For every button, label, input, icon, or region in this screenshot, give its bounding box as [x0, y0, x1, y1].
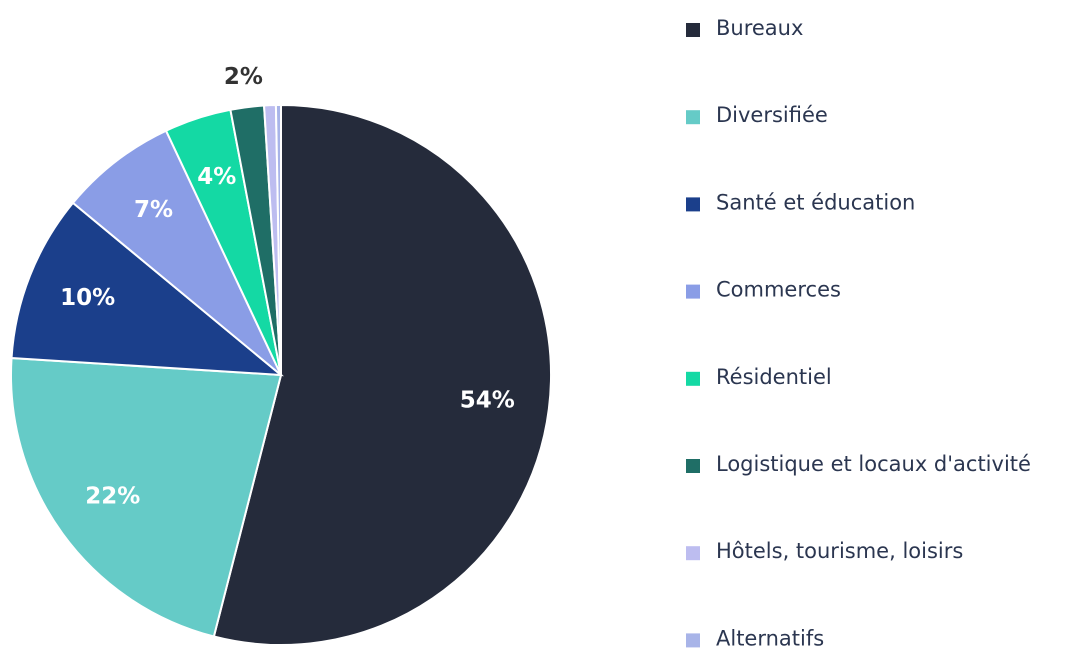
data-label: 2%	[224, 64, 263, 90]
legend-swatch	[686, 284, 700, 299]
pie-slice	[274, 103, 282, 376]
legend-label: Alternatifs	[716, 626, 824, 650]
legend-label: Santé et éducation	[716, 190, 915, 214]
legend-label: Logistique et locaux d'activité	[716, 452, 1031, 476]
data-label: 54%	[460, 388, 515, 414]
legend-swatch	[686, 546, 700, 561]
legend-swatch	[686, 371, 700, 386]
data-label: 22%	[85, 484, 140, 510]
pie-slice	[10, 201, 285, 377]
legend-swatch	[686, 110, 700, 125]
pie-slice	[212, 103, 553, 646]
pie-slice	[71, 129, 282, 376]
legend-swatch	[686, 633, 700, 648]
data-label: 10%	[60, 285, 115, 311]
legend-label: Résidentiel	[716, 365, 832, 389]
legend-swatch	[686, 197, 700, 212]
pie-slice	[10, 356, 283, 638]
data-label: 4%	[197, 164, 236, 190]
legend-label: Diversifiée	[716, 103, 828, 127]
legend-swatch	[686, 459, 700, 473]
legend-swatch	[686, 23, 700, 37]
legend-label: Bureaux	[716, 16, 803, 40]
data-label: 7%	[134, 197, 173, 223]
legend-label: Commerces	[716, 278, 841, 302]
legend-label: Hôtels, tourisme, loisirs	[716, 539, 963, 563]
